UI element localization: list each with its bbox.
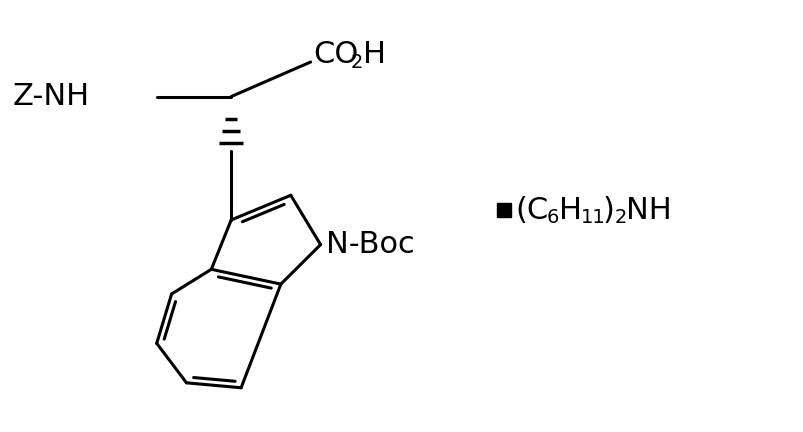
Text: N-Boc: N-Boc (325, 230, 414, 259)
Text: 2: 2 (350, 53, 362, 72)
Text: (C: (C (515, 196, 548, 225)
Text: H: H (363, 40, 385, 69)
Text: 2: 2 (613, 209, 626, 228)
Text: ): ) (602, 196, 613, 225)
Text: 6: 6 (546, 209, 559, 228)
Text: 11: 11 (580, 209, 605, 228)
Bar (497, 203, 511, 217)
Text: CO: CO (313, 40, 359, 69)
Text: NH: NH (626, 196, 671, 225)
Text: H: H (558, 196, 581, 225)
Text: Z-NH: Z-NH (13, 82, 90, 111)
